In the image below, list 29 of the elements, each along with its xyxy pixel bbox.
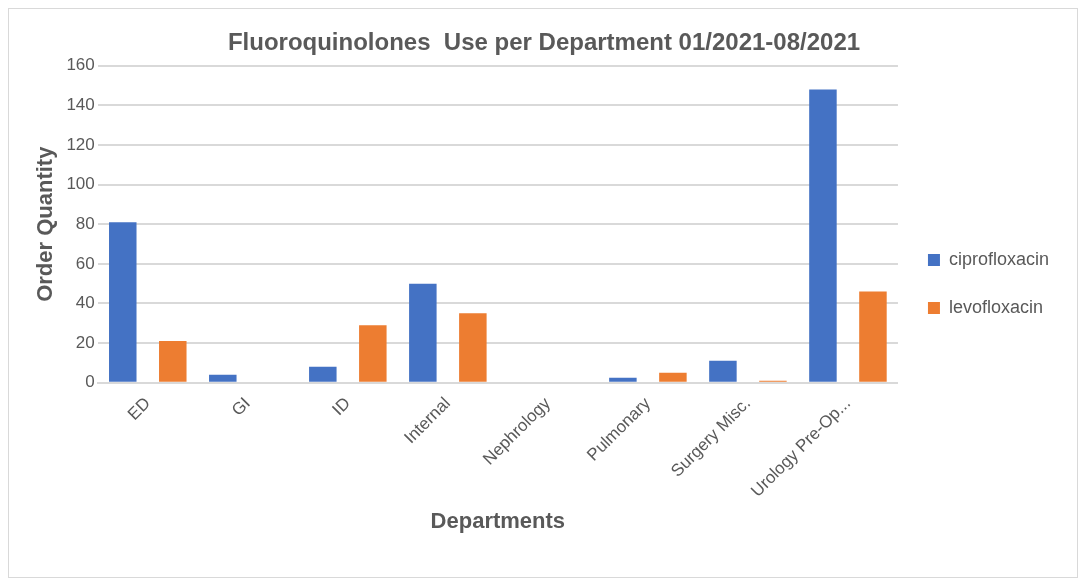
y-tick-label: 140: [66, 95, 95, 115]
y-tick-label: 60: [75, 253, 95, 273]
bar: [209, 374, 237, 382]
bar: [109, 222, 137, 382]
bar: [809, 89, 837, 382]
bar: [359, 325, 387, 382]
y-tick-label: 0: [85, 372, 95, 392]
legend-label: levofloxacin: [948, 296, 1044, 317]
x-axis-title: Departments: [430, 507, 566, 533]
y-tick-label: 20: [75, 332, 95, 352]
bar: [659, 372, 687, 382]
bar: [309, 366, 337, 382]
bar: [459, 313, 487, 382]
bar: [709, 360, 737, 382]
y-tick-label: 100: [66, 174, 95, 194]
x-tick-label: ED: [123, 393, 154, 424]
bar: [159, 341, 187, 382]
x-tick-label: ID: [328, 393, 354, 420]
y-axis-title: Order Quantity: [32, 145, 58, 302]
y-tick-label: 160: [66, 55, 95, 75]
y-tick-label: 120: [66, 134, 95, 154]
x-tick-label: GI: [227, 393, 254, 420]
bar: [609, 377, 637, 382]
y-tick-label: 80: [75, 213, 95, 233]
legend-label: ciprofloxacin: [948, 248, 1049, 269]
bar: [859, 291, 887, 382]
chart-title: Fluoroquinolones Use per Department 01/2021-08/2021: [227, 28, 861, 56]
bar: [409, 283, 437, 382]
y-tick-label: 40: [75, 293, 95, 313]
